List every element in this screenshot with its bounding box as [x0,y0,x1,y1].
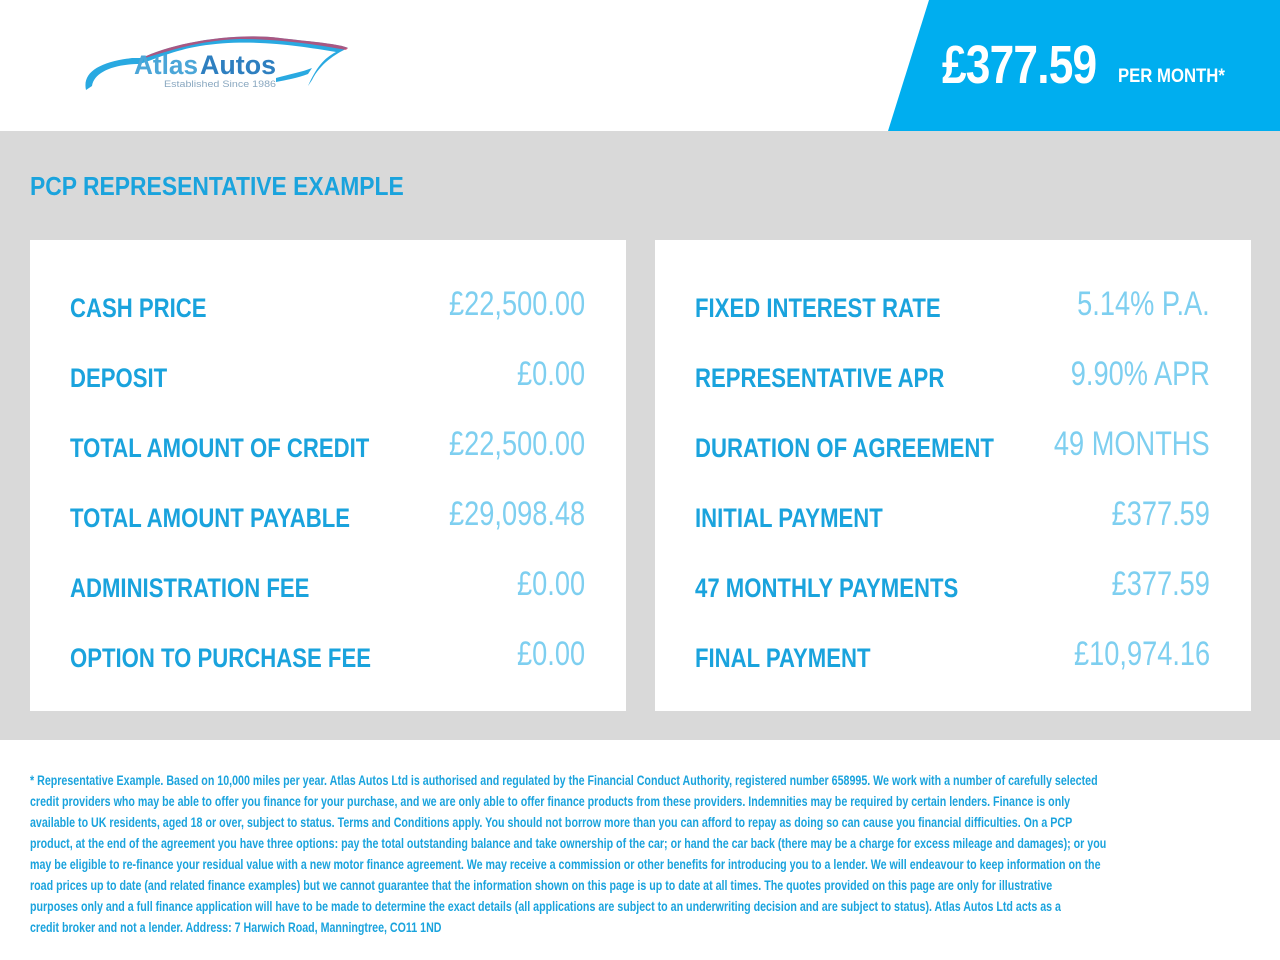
pcp-example-section: PCP REPRESENTATIVE EXAMPLE CASH PRICE £22… [0,131,1280,740]
row-label: REPRESENTATIVE APR [695,363,945,393]
row-label: CASH PRICE [70,293,207,323]
row-value: £0.00 [516,635,585,673]
disclaimer-line: available to UK residents, aged 18 or ov… [30,815,1073,830]
row-option-fee: OPTION TO PURCHASE FEE £0.00 [70,635,585,675]
disclaimer-line: purposes only and a full finance applica… [30,899,1061,914]
row-value: 49 MONTHS [1054,425,1210,463]
row-initial-payment: INITIAL PAYMENT £377.59 [695,495,1210,535]
disclaimer-text: * Representative Example. Based on 10,00… [30,770,1230,938]
row-value: £22,500.00 [448,425,585,463]
pricing-panel-left: CASH PRICE £22,500.00 DEPOSIT £0.00 TOTAL … [30,240,626,711]
row-label: FINAL PAYMENT [695,643,871,673]
row-value: 9.90% APR [1070,355,1210,393]
row-value: £377.59 [1111,565,1210,603]
monthly-price-banner: £377.59 PER MONTH* [888,0,1280,131]
pricing-panel-right: FIXED INTEREST RATE 5.14% P.A. REPRESENTA… [655,240,1251,711]
row-label: ADMINISTRATION FEE [70,573,310,603]
row-interest-rate: FIXED INTEREST RATE 5.14% P.A. [695,285,1210,325]
row-value: £0.00 [516,355,585,393]
row-final-payment: FINAL PAYMENT £10,974.16 [695,635,1210,675]
disclaimer-line: may be eligible to re-finance your resid… [30,857,1101,872]
row-label: DEPOSIT [70,363,168,393]
disclaimer-line: credit providers who may be able to offe… [30,794,1071,809]
per-month-label: PER MONTH* [1118,66,1225,87]
row-label: INITIAL PAYMENT [695,503,883,533]
row-value: £10,974.16 [1073,635,1210,673]
section-title: PCP REPRESENTATIVE EXAMPLE [30,171,404,201]
row-cash-price: CASH PRICE £22,500.00 [70,285,585,325]
row-value: £22,500.00 [448,285,585,323]
logo-tagline: Established Since 1986 [164,79,276,89]
row-label: OPTION TO PURCHASE FEE [70,643,371,673]
disclaimer-line: road prices up to date (and related fina… [30,878,1053,893]
car-swoosh-logo-icon: Atlas Autos Established Since 1986 [85,36,349,90]
row-apr: REPRESENTATIVE APR 9.90% APR [695,355,1210,395]
row-value: £0.00 [516,565,585,603]
atlas-autos-logo[interactable]: Atlas Autos Established Since 1986 [80,28,352,100]
row-deposit: DEPOSIT £0.00 [70,355,585,395]
logo-text-atlas: Atlas [134,50,198,80]
monthly-price: £377.59 [942,35,1097,95]
row-label: FIXED INTEREST RATE [695,293,941,323]
row-label: TOTAL AMOUNT OF CREDIT [70,433,370,463]
row-value: £377.59 [1111,495,1210,533]
row-total-payable: TOTAL AMOUNT PAYABLE £29,098.48 [70,495,585,535]
row-admin-fee: ADMINISTRATION FEE £0.00 [70,565,585,605]
row-value: 5.14% P.A. [1077,285,1210,323]
row-label: 47 MONTHLY PAYMENTS [695,573,959,603]
row-total-credit: TOTAL AMOUNT OF CREDIT £22,500.00 [70,425,585,465]
header: Atlas Autos Established Since 1986 £377.… [0,0,1280,131]
row-value: £29,098.48 [448,495,585,533]
disclaimer-line: product, at the end of the agreement you… [30,836,1107,851]
row-label: TOTAL AMOUNT PAYABLE [70,503,351,533]
disclaimer-line: * Representative Example. Based on 10,00… [30,773,1098,788]
disclaimer-line: credit broker and not a lender. Address:… [30,920,442,935]
row-duration: DURATION OF AGREEMENT 49 MONTHS [695,425,1210,465]
row-monthly-payments: 47 MONTHLY PAYMENTS £377.59 [695,565,1210,605]
logo-text-autos: Autos [200,50,276,80]
row-label: DURATION OF AGREEMENT [695,433,994,463]
